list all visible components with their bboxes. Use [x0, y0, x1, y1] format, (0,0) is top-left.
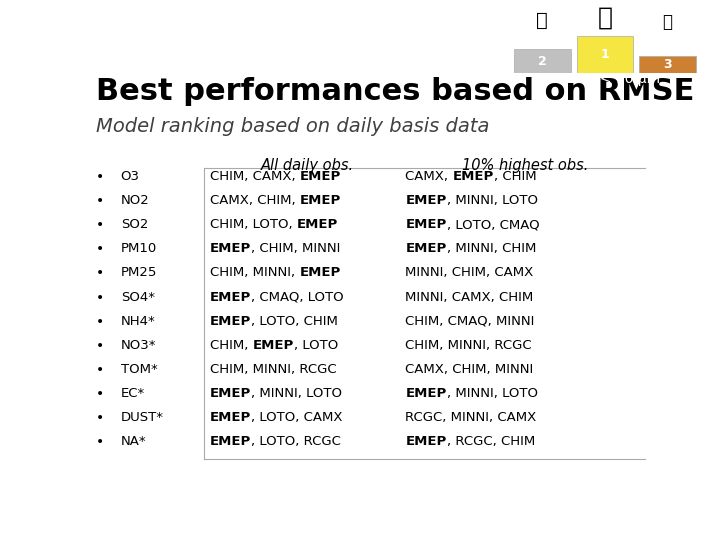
Bar [577, 36, 633, 73]
Text: EMEP: EMEP [405, 387, 446, 400]
Text: RCGC, MINNI, CAMX: RCGC, MINNI, CAMX [405, 411, 536, 424]
Text: EMEP: EMEP [210, 435, 251, 448]
Text: 🏆: 🏆 [536, 11, 548, 30]
Text: NO3*: NO3* [121, 339, 156, 352]
Text: CHIM, MINNI, RCGC: CHIM, MINNI, RCGC [405, 339, 532, 352]
Text: CAMX, CHIM, MINNI: CAMX, CHIM, MINNI [405, 363, 534, 376]
Text: , LOTO, RCGC: , LOTO, RCGC [251, 435, 341, 448]
Text: , MINNI, LOTO: , MINNI, LOTO [251, 387, 342, 400]
Text: •: • [96, 411, 104, 425]
Text: CHIM, MINNI, RCGC: CHIM, MINNI, RCGC [210, 363, 336, 376]
Text: , MINNI, LOTO: , MINNI, LOTO [446, 194, 538, 207]
Text: EMEP: EMEP [300, 266, 341, 280]
Text: * ϕ < 10 μm: * ϕ < 10 μm [575, 72, 660, 86]
Text: CAMX, CHIM,: CAMX, CHIM, [210, 194, 300, 207]
Text: , MINNI, LOTO: , MINNI, LOTO [446, 387, 538, 400]
Text: NO2: NO2 [121, 194, 150, 207]
Text: CAMX,: CAMX, [405, 170, 452, 183]
Text: •: • [96, 170, 104, 184]
Text: , LOTO, CAMX: , LOTO, CAMX [251, 411, 343, 424]
Text: SO4*: SO4* [121, 291, 155, 303]
Text: •: • [96, 242, 104, 256]
Text: Best performances based on RMSE: Best performances based on RMSE [96, 77, 694, 106]
Text: 🏆: 🏆 [662, 14, 672, 31]
Text: •: • [96, 218, 104, 232]
Text: EMEP: EMEP [405, 242, 446, 255]
Text: EMEP: EMEP [210, 291, 251, 303]
Text: , CMAQ, LOTO: , CMAQ, LOTO [251, 291, 344, 303]
Text: SO2: SO2 [121, 218, 148, 231]
Text: 2: 2 [538, 55, 546, 68]
Text: EMEP: EMEP [210, 411, 251, 424]
Text: •: • [96, 363, 104, 377]
Text: PM25: PM25 [121, 266, 157, 280]
Text: EMEP: EMEP [300, 194, 341, 207]
Text: CHIM, CAMX,: CHIM, CAMX, [210, 170, 300, 183]
Text: All daily obs.: All daily obs. [261, 158, 354, 173]
Text: PM10: PM10 [121, 242, 157, 255]
Text: CHIM, LOTO,: CHIM, LOTO, [210, 218, 297, 231]
Text: , MINNI, CHIM: , MINNI, CHIM [446, 242, 536, 255]
Text: CHIM,: CHIM, [210, 339, 253, 352]
Text: •: • [96, 194, 104, 208]
Text: MINNI, CHIM, CAMX: MINNI, CHIM, CAMX [405, 266, 534, 280]
Text: •: • [96, 339, 104, 353]
Text: CHIM, MINNI,: CHIM, MINNI, [210, 266, 300, 280]
Text: NA*: NA* [121, 435, 146, 448]
Bar [514, 49, 570, 73]
Text: EMEP: EMEP [210, 315, 251, 328]
Text: 3: 3 [663, 58, 672, 71]
Text: Model ranking based on daily basis data: Model ranking based on daily basis data [96, 117, 489, 136]
Text: DUST*: DUST* [121, 411, 163, 424]
Text: NH4*: NH4* [121, 315, 156, 328]
Text: TOM*: TOM* [121, 363, 158, 376]
Text: , CHIM: , CHIM [494, 170, 536, 183]
Text: EMEP: EMEP [253, 339, 294, 352]
Text: •: • [96, 266, 104, 280]
Text: •: • [96, 315, 104, 329]
Text: , RCGC, CHIM: , RCGC, CHIM [446, 435, 535, 448]
Text: 🏆: 🏆 [598, 6, 612, 30]
Text: EMEP: EMEP [210, 387, 251, 400]
Text: O3: O3 [121, 170, 140, 183]
Text: EMEP: EMEP [405, 194, 446, 207]
Text: 1: 1 [600, 48, 609, 61]
Bar [639, 56, 696, 73]
Text: EC*: EC* [121, 387, 145, 400]
Text: EMEP: EMEP [300, 170, 341, 183]
Text: , LOTO: , LOTO [294, 339, 338, 352]
Text: EMEP: EMEP [297, 218, 338, 231]
Text: , CHIM, MINNI: , CHIM, MINNI [251, 242, 341, 255]
Text: MINNI, CAMX, CHIM: MINNI, CAMX, CHIM [405, 291, 534, 303]
Text: CHIM, CMAQ, MINNI: CHIM, CMAQ, MINNI [405, 315, 535, 328]
Text: •: • [96, 387, 104, 401]
Text: , LOTO, CHIM: , LOTO, CHIM [251, 315, 338, 328]
Text: EMEP: EMEP [405, 435, 446, 448]
Text: •: • [96, 435, 104, 449]
Text: 10% highest obs.: 10% highest obs. [462, 158, 588, 173]
Text: , LOTO, CMAQ: , LOTO, CMAQ [446, 218, 539, 231]
Text: EMEP: EMEP [405, 218, 446, 231]
Text: •: • [96, 291, 104, 305]
Text: EMEP: EMEP [210, 242, 251, 255]
Text: EMEP: EMEP [452, 170, 494, 183]
